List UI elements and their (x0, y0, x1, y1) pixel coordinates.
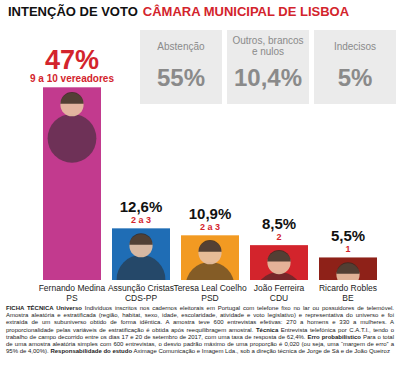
portrait-hair (336, 262, 359, 274)
footnote-heading: Técnica (256, 327, 278, 333)
party-label: PS (66, 293, 78, 303)
annotation-value: 55% (143, 64, 219, 92)
category-label: Assunção Cristas (108, 283, 174, 293)
seat-label: 2 (276, 232, 281, 242)
portrait-body (48, 114, 97, 163)
annotation-label: Outros, brancos e nulos (230, 34, 306, 58)
footnote: FICHA TÉCNICA Universo Indivíduos inscri… (6, 305, 394, 355)
annotation-box: Outros, brancos e nulos 10,4% (227, 30, 309, 104)
footnote-heading: Responsabilidade do estudo (50, 348, 132, 354)
subtitle: CÂMARA MUNICIPAL DE LISBOA (143, 4, 350, 19)
value-label: 47% (45, 45, 99, 75)
annotation-label: Abstenção (143, 34, 219, 58)
annotation-box: Abstenção 55% (140, 30, 222, 104)
portrait-hair (198, 240, 221, 252)
party-label: CDS-PP (125, 293, 157, 303)
portrait-hair (60, 92, 83, 104)
seat-label: 2 a 3 (131, 215, 151, 225)
footnote-text: Aximage Comunicação e Imagem Lda., sob a… (133, 348, 389, 354)
portrait-head (60, 93, 83, 116)
footnote-heading: Erro probabilístico (307, 334, 361, 340)
annotation-value: 10,4% (230, 64, 306, 92)
category-label: João Ferreira (254, 283, 305, 293)
portrait (186, 240, 235, 280)
title: INTENÇÃO DE VOTO (8, 4, 138, 19)
portrait (255, 250, 304, 280)
portrait (48, 92, 97, 163)
portrait (324, 262, 373, 280)
annotation-box: Indecisos 5% (314, 30, 396, 104)
title-line: INTENÇÃO DE VOTO CÂMARA MUNICIPAL DE LISB… (8, 4, 350, 19)
category-label: Teresa Leal Coelho (173, 283, 247, 293)
seat-label: 2 a 3 (200, 222, 220, 232)
category-label: Fernando Medina (39, 283, 106, 293)
portrait-head (198, 241, 221, 264)
value-label: 10,9% (189, 205, 232, 222)
category-label: Ricardo Robles (319, 283, 377, 293)
portrait-head (129, 234, 152, 257)
portrait-hair (129, 233, 152, 245)
bars (43, 87, 377, 280)
footnote-heading: FICHA TÉCNICA Universo (6, 305, 82, 311)
annotation-label: Indecisos (317, 34, 393, 58)
party-label: PSD (201, 293, 218, 303)
portrait-body (186, 262, 235, 280)
portrait-hair (267, 250, 290, 262)
portrait (117, 233, 166, 280)
portrait-head (336, 263, 359, 280)
party-label: CDU (270, 293, 288, 303)
value-label: 8,5% (262, 215, 296, 232)
seat-label: 1 (345, 244, 350, 254)
party-label: BE (342, 293, 354, 303)
value-label: 5,5% (331, 227, 365, 244)
annotation-value: 5% (317, 64, 393, 92)
bar (43, 87, 101, 280)
portrait-body (117, 255, 166, 280)
portrait-head (267, 251, 290, 274)
value-label: 12,6% (120, 198, 163, 215)
